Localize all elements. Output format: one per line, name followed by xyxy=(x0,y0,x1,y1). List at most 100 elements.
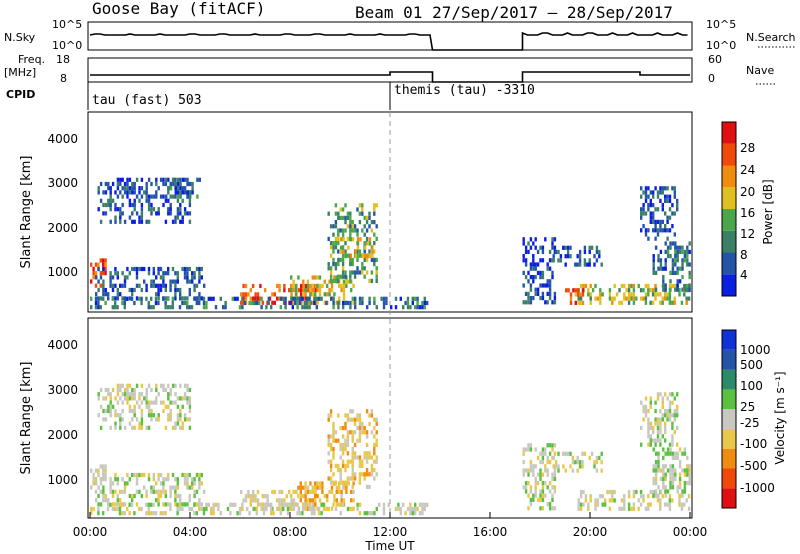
power-cell xyxy=(671,241,675,246)
power-cell xyxy=(329,266,333,271)
velocity-cell xyxy=(329,409,333,414)
power-cell xyxy=(654,296,657,301)
velocity-cell xyxy=(581,451,584,456)
velocity-cell xyxy=(104,472,107,477)
power-cell xyxy=(676,270,679,275)
power-cell xyxy=(595,245,599,250)
power-cell xyxy=(632,300,636,305)
velocity-cell xyxy=(99,489,102,494)
velocity-cell xyxy=(128,477,131,482)
velocity-cell xyxy=(681,451,684,456)
power-cell xyxy=(159,177,163,182)
velocity-cell xyxy=(647,442,650,447)
power-cell xyxy=(329,270,333,275)
velocity-cell xyxy=(363,430,366,435)
velocity-cell xyxy=(128,502,131,507)
velocity-cell xyxy=(541,497,545,502)
power-cell xyxy=(627,296,631,301)
power-cell xyxy=(532,296,535,301)
power-cell xyxy=(92,271,95,276)
velocity-cell xyxy=(92,472,95,477)
velocity-cell xyxy=(304,485,307,490)
velocity-cell xyxy=(551,476,554,481)
velocity-cell xyxy=(171,472,175,478)
power-cell xyxy=(342,292,346,297)
velocity-cell xyxy=(546,502,549,507)
velocity-cell xyxy=(253,506,256,512)
power-cell xyxy=(546,300,549,305)
power-cell xyxy=(138,296,141,301)
power-cell xyxy=(373,203,376,208)
velocity-cell xyxy=(668,400,672,405)
power-cell xyxy=(341,207,345,212)
velocity-cell xyxy=(358,463,362,468)
power-cell xyxy=(522,237,525,242)
velocity-cell xyxy=(123,511,126,516)
power-cell xyxy=(162,194,165,199)
power-cell xyxy=(335,300,338,305)
power-cell xyxy=(196,177,199,182)
power-cell xyxy=(250,300,254,306)
velocity-cell xyxy=(314,489,317,495)
velocity-cell xyxy=(365,468,369,473)
velocity-cell xyxy=(365,434,369,439)
velocity-cell xyxy=(288,506,291,511)
power-cell xyxy=(668,198,672,203)
power-cell xyxy=(334,211,338,216)
power-cell xyxy=(198,266,201,272)
power-cell xyxy=(244,296,248,301)
velocity-cell xyxy=(414,511,417,516)
velocity-cell xyxy=(205,502,208,507)
power-cell xyxy=(306,300,309,306)
power-cell xyxy=(133,207,136,212)
power-cell xyxy=(109,219,112,224)
power-cell xyxy=(138,215,141,220)
vel-cbar-tick: -100 xyxy=(740,437,767,451)
velocity-cell xyxy=(131,417,134,422)
velocity-cell xyxy=(314,485,317,490)
velocity-cell xyxy=(593,464,596,469)
velocity-cell xyxy=(329,447,333,452)
velocity-cell xyxy=(164,404,168,409)
power-cell xyxy=(128,287,131,293)
velocity-cell xyxy=(358,430,362,435)
velocity-cell xyxy=(298,511,302,516)
power-cell xyxy=(165,177,168,182)
power-cell xyxy=(188,219,192,224)
power-cell xyxy=(678,249,682,254)
velocity-cell xyxy=(143,485,146,490)
velocity-cell xyxy=(358,511,362,516)
velocity-cell xyxy=(186,485,189,490)
power-cell xyxy=(183,300,186,306)
velocity-cell xyxy=(688,464,691,469)
power-cell xyxy=(315,296,318,301)
velocity-cell xyxy=(358,421,362,426)
velocity-cell xyxy=(666,447,670,452)
power-cell xyxy=(644,211,648,216)
velocity-cell xyxy=(368,451,371,456)
velocity-heatmap-cells xyxy=(90,383,691,516)
velocity-cell xyxy=(687,506,691,511)
power-cell xyxy=(200,266,203,272)
velocity-cell xyxy=(135,477,139,482)
power-cell xyxy=(314,288,317,293)
nave-tick-low: 0 xyxy=(708,72,715,85)
velocity-cell xyxy=(346,434,350,439)
velocity-cell xyxy=(114,506,117,512)
velocity-cell xyxy=(356,426,359,431)
velocity-cell xyxy=(341,451,345,456)
power-cell xyxy=(620,283,624,289)
power-cell xyxy=(298,296,302,301)
power-cell xyxy=(527,270,530,275)
velocity-cell xyxy=(135,383,139,388)
power-cell xyxy=(345,283,348,288)
velocity-cell xyxy=(576,460,579,465)
power-cell xyxy=(350,288,353,293)
power-cell xyxy=(135,211,139,216)
velocity-cell xyxy=(339,480,342,485)
velocity-cell xyxy=(426,502,429,507)
velocity-cell xyxy=(255,511,258,516)
velocity-cell xyxy=(345,485,348,490)
power-cell xyxy=(373,207,376,212)
power-cell xyxy=(152,266,155,272)
